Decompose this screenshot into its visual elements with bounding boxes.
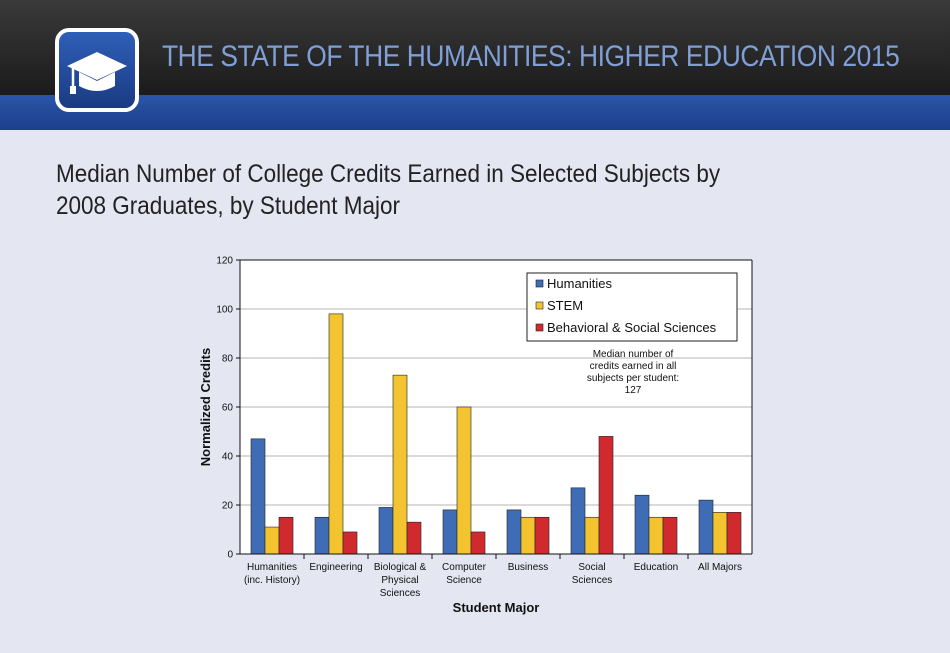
bar-behavioral-social-sciences	[662, 516, 678, 555]
y-tick-label: 80	[222, 354, 234, 365]
y-axis-label: Normalized Credits	[198, 348, 213, 466]
bar-behavioral-social-sciences	[598, 436, 614, 555]
chart-title-line-2: 2008 Graduates, by Student Major	[56, 192, 400, 220]
x-tick-label: Business	[508, 562, 549, 573]
bar-stem	[520, 516, 536, 555]
chart-title: Median Number of College Credits Earned …	[56, 158, 720, 222]
x-tick-label: All Majors	[698, 562, 742, 573]
bar-stem	[648, 516, 664, 555]
bar-behavioral-social-sciences	[534, 516, 550, 555]
header-bar	[0, 0, 950, 95]
legend-box	[526, 272, 738, 342]
bar-behavioral-social-sciences	[470, 531, 486, 555]
legend-swatch	[535, 279, 544, 288]
bar-humanities	[378, 507, 394, 555]
x-tick-label: Humanities (inc. History)	[244, 562, 300, 586]
bar-humanities	[698, 499, 714, 555]
bar-behavioral-social-sciences	[342, 531, 358, 555]
median-credits-note: Median number of credits earned in all sub…	[587, 349, 679, 396]
y-tick-label: 40	[222, 452, 234, 463]
legend-label: Humanities	[547, 276, 613, 291]
report-title: THE STATE OF THE HUMANITIES: HIGHER EDUC…	[162, 40, 900, 73]
bar-humanities	[634, 494, 650, 555]
bar-humanities	[250, 438, 266, 555]
bar-humanities	[314, 516, 330, 555]
bar-behavioral-social-sciences	[726, 512, 742, 555]
legend-swatch	[535, 323, 544, 332]
x-tick-label: Engineering	[309, 562, 362, 573]
legend-label: STEM	[547, 298, 583, 313]
bar-stem	[392, 374, 408, 555]
x-tick-label: Education	[634, 562, 678, 573]
legend-label: Behavioral & Social Sciences	[547, 320, 717, 335]
bar-humanities	[570, 487, 586, 555]
y-tick-label: 60	[222, 403, 234, 414]
bar-stem	[456, 406, 472, 555]
bar-behavioral-social-sciences	[406, 521, 422, 555]
graduation-cap-icon	[55, 28, 139, 112]
bar-stem	[584, 516, 600, 555]
x-tick-label: Social Sciences	[572, 562, 613, 586]
bar-humanities	[506, 509, 522, 555]
legend-swatch	[535, 301, 544, 310]
y-tick-label: 120	[216, 256, 233, 267]
bar-humanities	[442, 509, 458, 555]
bar-stem	[712, 512, 728, 555]
y-tick-label: 20	[222, 501, 234, 512]
header-accent-band	[0, 95, 950, 130]
y-tick-label: 100	[216, 305, 233, 316]
x-tick-label: Computer Science	[442, 562, 487, 586]
x-axis-label: Student Major	[453, 600, 540, 615]
bar-stem	[264, 526, 280, 555]
bar-behavioral-social-sciences	[278, 516, 294, 555]
y-tick-label: 0	[227, 550, 233, 561]
bar-stem	[328, 313, 344, 555]
x-tick-label: Biological & Physical Sciences	[374, 562, 427, 599]
chart-title-line-1: Median Number of College Credits Earned …	[56, 160, 721, 188]
